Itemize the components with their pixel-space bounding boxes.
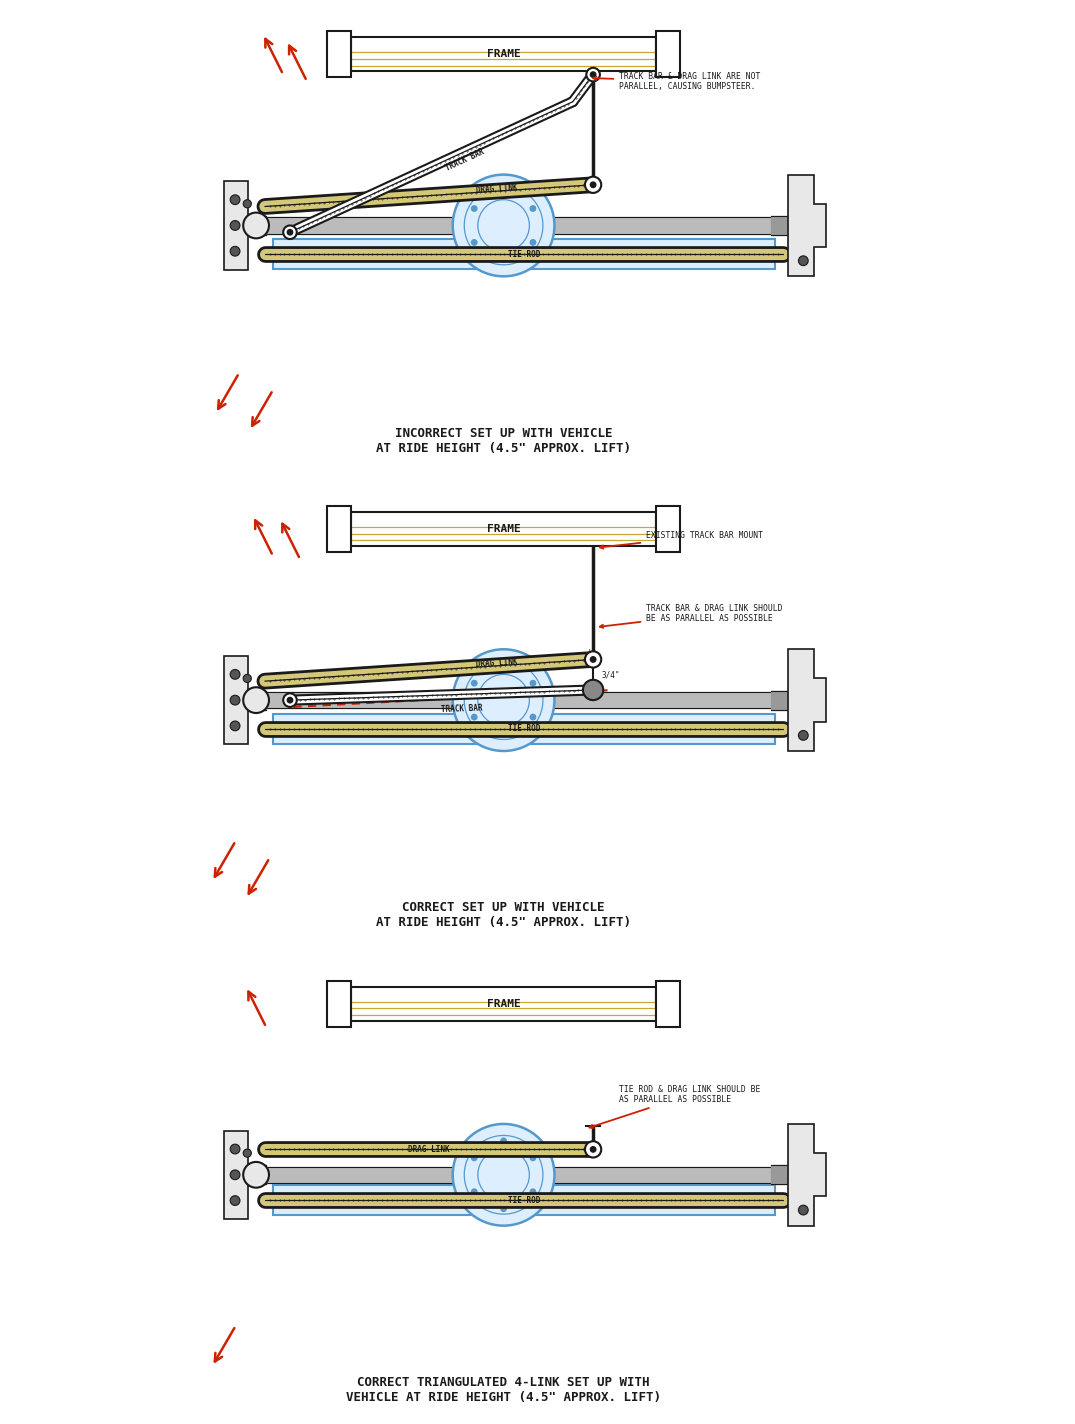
Circle shape [453, 1124, 555, 1226]
Circle shape [799, 256, 808, 266]
Bar [656, 981, 679, 1027]
Bar [273, 239, 775, 269]
Circle shape [501, 1206, 506, 1212]
Bar [352, 987, 656, 1021]
Bar [225, 656, 248, 745]
Circle shape [501, 664, 506, 669]
Bar [352, 37, 656, 71]
Circle shape [799, 731, 808, 740]
Circle shape [583, 679, 603, 701]
Circle shape [530, 206, 535, 211]
Circle shape [586, 68, 600, 81]
Circle shape [230, 721, 240, 731]
Circle shape [501, 732, 506, 736]
Circle shape [230, 695, 240, 705]
Bar [225, 181, 248, 269]
Circle shape [243, 675, 252, 682]
Circle shape [472, 206, 477, 211]
Text: TRACK BAR & DRAG LINK ARE NOT
PARALLEL, CAUSING BUMPSTEER.: TRACK BAR & DRAG LINK ARE NOT PARALLEL, … [593, 71, 760, 91]
Text: DRAG LINK: DRAG LINK [476, 184, 518, 195]
Circle shape [530, 681, 535, 686]
Circle shape [472, 681, 477, 686]
Circle shape [230, 1196, 240, 1206]
Text: INCORRECT SET UP WITH VEHICLE
AT RIDE HEIGHT (4.5" APPROX. LIFT): INCORRECT SET UP WITH VEHICLE AT RIDE HE… [376, 427, 631, 454]
Text: TIE ROD: TIE ROD [507, 249, 540, 259]
Text: TRACK BAR: TRACK BAR [444, 148, 486, 172]
Circle shape [530, 239, 535, 245]
Bar [273, 713, 775, 743]
Circle shape [585, 651, 601, 668]
Circle shape [585, 177, 601, 192]
Bar [327, 31, 352, 77]
Polygon shape [788, 649, 826, 750]
Circle shape [230, 221, 240, 231]
Text: FRAME: FRAME [487, 524, 520, 534]
Polygon shape [788, 175, 826, 276]
Bar [656, 31, 679, 77]
Circle shape [501, 256, 506, 262]
Circle shape [230, 669, 240, 679]
Polygon shape [788, 1124, 826, 1226]
Text: DRAG LINK: DRAG LINK [408, 1145, 449, 1153]
Text: DRAG LINK: DRAG LINK [476, 658, 518, 669]
Bar [327, 506, 352, 553]
Bar [225, 1131, 248, 1219]
Circle shape [590, 1146, 596, 1152]
Circle shape [472, 715, 477, 719]
Text: TRACK BAR & DRAG LINK SHOULD
BE AS PARALLEL AS POSSIBLE: TRACK BAR & DRAG LINK SHOULD BE AS PARAL… [600, 604, 783, 628]
Circle shape [530, 1155, 535, 1161]
Circle shape [472, 239, 477, 245]
Text: TRACK BAR: TRACK BAR [441, 703, 483, 713]
Circle shape [243, 212, 269, 238]
Circle shape [472, 1189, 477, 1195]
Circle shape [585, 1141, 601, 1158]
Circle shape [530, 1189, 535, 1195]
Text: TIE ROD & DRAG LINK SHOULD BE
AS PARALLEL AS POSSIBLE: TIE ROD & DRAG LINK SHOULD BE AS PARALLE… [589, 1085, 760, 1128]
Circle shape [501, 189, 506, 194]
Circle shape [287, 698, 292, 703]
Text: CORRECT TRIANGULATED 4-LINK SET UP WITH
VEHICLE AT RIDE HEIGHT (4.5" APPROX. LIF: CORRECT TRIANGULATED 4-LINK SET UP WITH … [346, 1376, 661, 1404]
Circle shape [230, 1171, 240, 1179]
Bar [352, 513, 656, 545]
Text: CORRECT SET UP WITH VEHICLE
AT RIDE HEIGHT (4.5" APPROX. LIFT): CORRECT SET UP WITH VEHICLE AT RIDE HEIG… [376, 901, 631, 930]
Circle shape [243, 1162, 269, 1188]
Circle shape [230, 1143, 240, 1153]
Circle shape [799, 1205, 808, 1215]
Bar [656, 506, 679, 553]
Circle shape [472, 1155, 477, 1161]
Text: 3/4": 3/4" [601, 671, 620, 679]
Bar [273, 1185, 775, 1215]
Circle shape [453, 649, 555, 750]
Circle shape [590, 71, 596, 77]
Circle shape [590, 182, 596, 188]
Bar [327, 981, 352, 1027]
Text: +: + [585, 648, 593, 658]
Circle shape [243, 199, 252, 208]
Circle shape [530, 715, 535, 719]
Circle shape [287, 229, 292, 235]
Text: TIE ROD: TIE ROD [507, 1196, 540, 1205]
Text: EXISTING TRACK BAR MOUNT: EXISTING TRACK BAR MOUNT [600, 531, 763, 548]
Circle shape [283, 225, 297, 239]
Circle shape [453, 175, 555, 276]
Circle shape [590, 656, 596, 662]
Circle shape [243, 688, 269, 713]
Text: TIE ROD: TIE ROD [507, 725, 540, 733]
Circle shape [243, 1149, 252, 1158]
Text: FRAME: FRAME [487, 998, 520, 1008]
Circle shape [230, 246, 240, 256]
Text: FRAME: FRAME [487, 50, 520, 60]
Circle shape [230, 195, 240, 205]
Circle shape [501, 1138, 506, 1143]
Circle shape [283, 693, 297, 706]
